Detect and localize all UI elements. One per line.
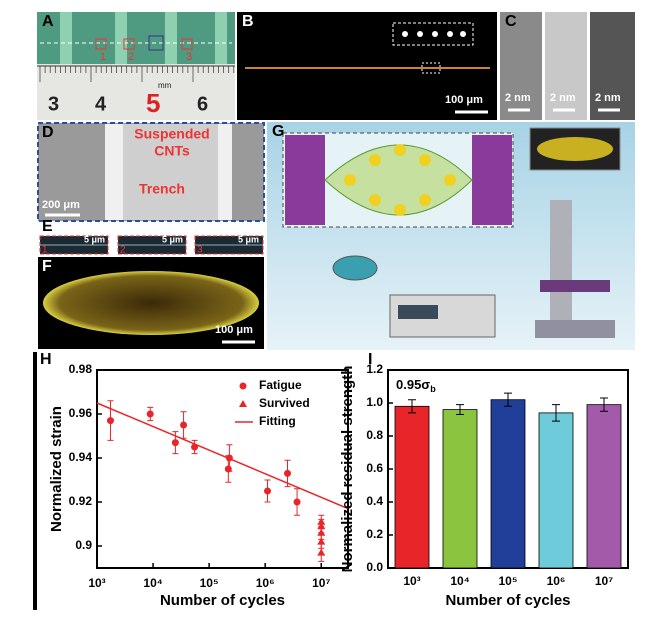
scale-bar-label: 100 μm — [445, 94, 483, 106]
y-tick-label: 1.0 — [366, 395, 383, 409]
panel-label: F — [42, 258, 52, 275]
x-tick-label: 10³ — [88, 576, 105, 590]
x-tick-label: 10⁶ — [256, 576, 275, 590]
edge — [33, 352, 37, 610]
region-label: 3 — [186, 51, 192, 63]
ruler-number: 6 — [197, 93, 208, 115]
y-tick-label: 0.98 — [69, 362, 93, 376]
point — [293, 498, 301, 506]
panel-label: H — [40, 351, 52, 368]
panel-g: G — [267, 122, 635, 350]
panel-label: G — [272, 123, 284, 140]
scale-bar-label: 200 μm — [42, 199, 80, 211]
x-axis-label: Number of cycles — [160, 592, 285, 609]
fit-line — [96, 402, 349, 510]
panel-label: B — [242, 13, 254, 30]
region-label: 3 — [197, 245, 203, 256]
y-axis-label: Normalized strain — [48, 406, 65, 532]
bar — [394, 405, 430, 569]
legend-key — [239, 400, 247, 407]
x-tick-label: 10⁴ — [143, 576, 162, 590]
y-tick-label: 0.96 — [69, 406, 93, 420]
point — [146, 410, 154, 418]
legend-key — [239, 382, 247, 390]
bar — [538, 412, 574, 569]
scale-bar-label: 5 μm — [162, 234, 183, 244]
point — [171, 439, 179, 447]
bar — [490, 399, 526, 569]
scale-bar-label: 2 nm — [550, 92, 576, 104]
error-bar — [552, 404, 560, 422]
error-bar — [600, 397, 608, 412]
ruler-number: 4 — [95, 93, 107, 115]
x-tick-label: 10⁴ — [450, 574, 469, 588]
panel-a: A 1 2 3 3 4 5 6 mm — [37, 12, 235, 120]
bar — [586, 404, 622, 569]
ruler-unit: mm — [158, 81, 172, 90]
x-tick-label: 10⁷ — [312, 576, 330, 590]
region-label: 2 — [128, 51, 134, 63]
panel-c: C 2 nm 2 nm 2 nm — [500, 12, 635, 120]
annotation: Suspended — [134, 126, 209, 142]
annotation: CNTs — [154, 143, 190, 159]
error-bar — [504, 392, 512, 407]
scale-bar-label: 5 μm — [238, 234, 259, 244]
y-tick-label: 0.94 — [69, 450, 93, 464]
x-tick-label: 10⁷ — [595, 574, 613, 588]
point — [264, 487, 272, 495]
panel-label: I — [368, 351, 372, 368]
region-label: 2 — [120, 245, 126, 256]
y-tick-label: 0.0 — [366, 560, 383, 574]
error-bar — [456, 404, 464, 416]
panel-d: D Suspended CNTs Trench 200 μm — [37, 122, 265, 222]
panel-label: C — [505, 13, 517, 30]
point — [317, 528, 326, 536]
y-tick-label: 0.2 — [366, 527, 383, 541]
x-tick-label: 10⁵ — [499, 574, 518, 588]
panel-label: E — [42, 218, 53, 235]
panel-f: F 100 μm — [38, 257, 264, 349]
legend-label: Fatigue — [259, 378, 302, 392]
annotation: Trench — [139, 181, 185, 197]
point — [317, 537, 326, 545]
point — [180, 421, 188, 429]
legend-label: Survived — [259, 396, 310, 410]
scale-bar-label: 2 nm — [595, 92, 621, 104]
plot-frame — [96, 369, 349, 569]
x-tick-label: 10⁵ — [200, 576, 219, 590]
panel-b: B 100 μm — [237, 12, 497, 120]
region-label: 1 — [100, 51, 106, 63]
y-tick-label: 0.4 — [366, 494, 383, 508]
x-tick-label: 10³ — [403, 574, 420, 588]
annotation-text: 0.95σ — [396, 377, 430, 392]
ruler-number: 5 — [146, 88, 160, 118]
point — [317, 548, 326, 556]
scale-bar-label: 2 nm — [505, 92, 531, 104]
y-axis-label: Normalized residual strength — [339, 366, 356, 573]
scale-bar-label: 100 μm — [215, 324, 253, 336]
x-tick-label: 10⁶ — [547, 574, 566, 588]
y-tick-label: 0.8 — [366, 428, 383, 442]
annotation: 0.95σb — [396, 377, 436, 394]
y-tick-label: 0.92 — [69, 494, 93, 508]
bar — [442, 409, 478, 569]
y-tick-label: 0.6 — [366, 461, 383, 475]
region-label: 1 — [42, 245, 48, 256]
error-bar — [408, 399, 416, 414]
point — [106, 417, 114, 425]
panel-label: D — [42, 124, 54, 141]
y-tick-label: 1.2 — [366, 362, 383, 376]
legend-label: Fitting — [259, 414, 296, 428]
panel-label: A — [42, 13, 54, 30]
point — [283, 469, 291, 477]
y-tick-label: 0.9 — [75, 538, 92, 552]
annotation-subscript: b — [430, 384, 436, 394]
scale-bar-label: 5 μm — [84, 234, 105, 244]
x-axis-label: Number of cycles — [445, 592, 570, 609]
panel-e: E 5 μm 5 μm 5 μm 1 2 3 — [39, 218, 264, 256]
ruler-number: 3 — [48, 93, 59, 115]
